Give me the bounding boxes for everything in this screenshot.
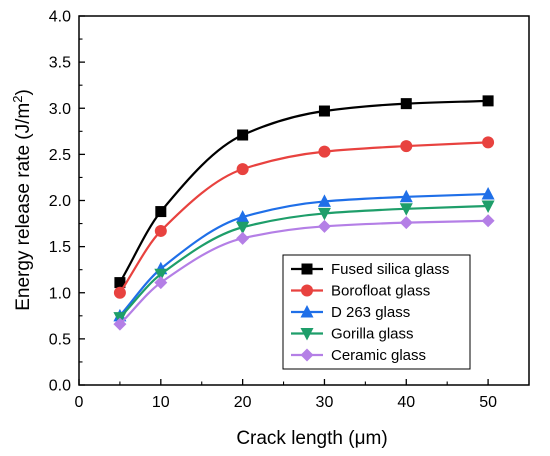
data-point-borofloat-glass xyxy=(482,136,495,149)
data-point-gorilla-glass xyxy=(399,203,413,216)
data-point-ceramic-glass xyxy=(317,219,331,233)
legend-marker-ceramic-glass xyxy=(300,348,314,362)
y-tick-label: 3.5 xyxy=(49,55,71,72)
y-tick-label: 2.0 xyxy=(49,193,71,210)
x-tick-label: 50 xyxy=(479,394,497,411)
legend-marker-d-263-glass xyxy=(300,305,314,318)
data-point-d-263-glass xyxy=(481,187,495,200)
data-point-fused-silica-glass xyxy=(237,129,249,141)
x-tick-label: 20 xyxy=(234,394,252,411)
y-tick-label: 0.5 xyxy=(49,331,71,348)
data-point-ceramic-glass xyxy=(481,214,495,228)
y-tick-label: 2.5 xyxy=(49,147,71,164)
legend: Fused silica glass Borofloat glass D 263 g… xyxy=(282,254,471,370)
y-tick-label: 1.0 xyxy=(49,285,71,302)
x-tick-label: 0 xyxy=(75,394,84,411)
data-point-borofloat-glass xyxy=(400,140,413,153)
legend-label-borofloat-glass: Borofloat glass xyxy=(331,283,430,300)
series-fused-silica-glass xyxy=(114,95,494,289)
data-point-gorilla-glass xyxy=(236,221,250,235)
data-point-borofloat-glass xyxy=(318,145,331,158)
data-point-d-263-glass xyxy=(236,210,250,223)
x-tick-label: 10 xyxy=(152,394,170,411)
data-point-fused-silica-glass xyxy=(318,105,330,117)
data-point-gorilla-glass xyxy=(481,200,495,214)
series-borofloat-glass xyxy=(113,136,495,299)
y-tick-label: 1.5 xyxy=(49,239,71,256)
data-point-ceramic-glass xyxy=(154,276,168,290)
tick-labels: 0 10 20 30 40 50 0.0 0.5 1.0 1.5 2.0 2.5 3.0 3.5 4.0 xyxy=(49,9,497,412)
legend-label-d-263-glass: D 263 glass xyxy=(331,304,410,321)
data-point-fused-silica-glass xyxy=(400,98,412,110)
data-point-borofloat-glass xyxy=(113,286,126,299)
legend-marker-fused-silica-glass xyxy=(301,263,313,275)
x-axis-label: Crack length (μm) xyxy=(236,428,387,449)
data-point-d-263-glass xyxy=(317,194,331,207)
x-tick-label: 30 xyxy=(316,394,334,411)
data-point-fused-silica-glass xyxy=(482,95,494,107)
y-axis-label-superscript: 2 xyxy=(10,96,25,103)
data-point-borofloat-glass xyxy=(236,163,249,176)
x-tick-label: 40 xyxy=(397,394,415,411)
legend-marker-borofloat-glass xyxy=(301,284,313,297)
tick-marks xyxy=(78,15,489,386)
series-gorilla-glass xyxy=(113,200,495,325)
y-tick-label: 4.0 xyxy=(49,9,71,26)
data-point-gorilla-glass xyxy=(154,268,168,282)
legend-marker-gorilla-glass xyxy=(300,328,314,341)
data-point-d-263-glass xyxy=(399,189,413,203)
series-layer xyxy=(113,95,495,331)
series-ceramic-glass xyxy=(113,214,495,331)
data-point-ceramic-glass xyxy=(399,216,413,230)
legend-label-gorilla-glass: Gorilla glass xyxy=(331,326,414,343)
data-point-ceramic-glass xyxy=(113,317,127,331)
data-point-fused-silica-glass xyxy=(155,206,167,218)
data-point-fused-silica-glass xyxy=(114,277,126,289)
data-point-gorilla-glass xyxy=(317,207,331,221)
data-point-borofloat-glass xyxy=(154,224,167,237)
legend-label-fused-silica-glass: Fused silica glass xyxy=(331,261,449,278)
data-point-ceramic-glass xyxy=(236,231,250,245)
legend-label-ceramic-glass: Ceramic glass xyxy=(331,347,426,364)
y-tick-label: 3.0 xyxy=(49,101,71,118)
y-tick-label: 0.0 xyxy=(49,378,71,395)
y-axis-label: Energy release rate (J/m2) xyxy=(10,89,34,311)
